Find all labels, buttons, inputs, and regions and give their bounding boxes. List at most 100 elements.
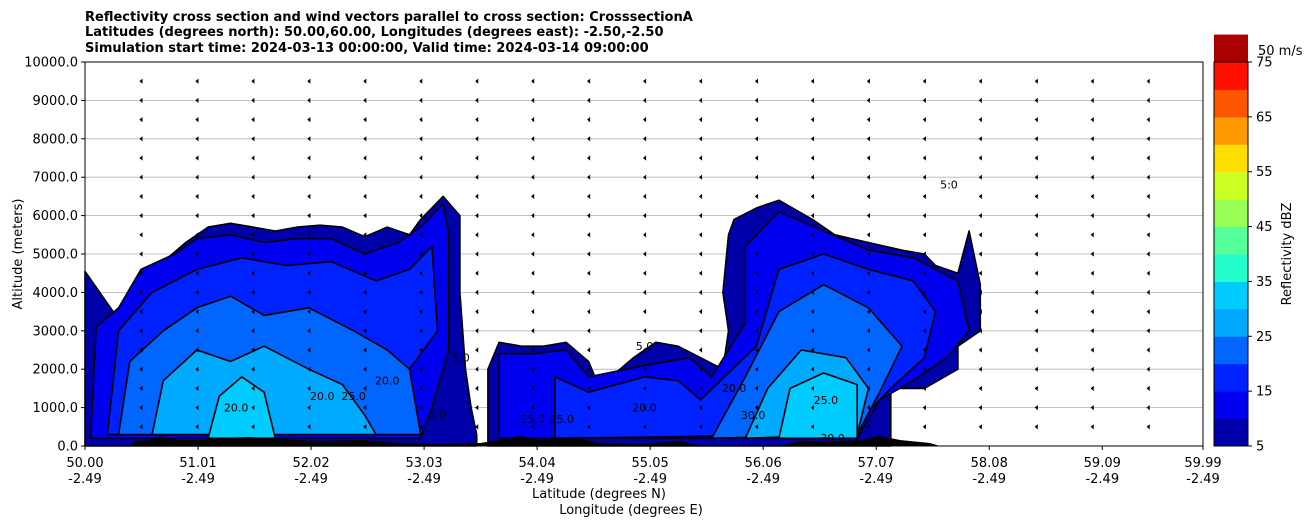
colorbar-segment bbox=[1214, 336, 1248, 365]
wind-vector bbox=[866, 405, 870, 411]
wind-vector bbox=[1090, 232, 1094, 238]
wind-vector bbox=[419, 155, 423, 161]
wind-vector bbox=[363, 174, 367, 180]
wind-vector bbox=[922, 97, 926, 103]
wind-vector bbox=[1034, 405, 1038, 411]
wind-vector bbox=[251, 424, 255, 430]
wind-vector bbox=[978, 289, 982, 295]
wind-vector bbox=[419, 174, 423, 180]
wind-vector bbox=[475, 289, 479, 295]
wind-vector bbox=[1034, 270, 1038, 276]
y-tick-label: 10000.0 bbox=[24, 56, 78, 71]
y-tick-label: 6000.0 bbox=[33, 209, 79, 224]
wind-vector bbox=[698, 155, 703, 161]
wind-vector bbox=[195, 117, 199, 123]
wind-vector bbox=[139, 97, 143, 103]
wind-vector bbox=[1034, 174, 1038, 180]
wind-vector bbox=[251, 155, 255, 161]
wind-vector bbox=[978, 385, 982, 391]
wind-vector bbox=[698, 251, 703, 257]
wind-vector bbox=[1034, 289, 1038, 295]
wind-vector bbox=[698, 136, 703, 142]
wind-vector bbox=[139, 136, 143, 142]
wind-vector bbox=[922, 213, 926, 219]
colorbar-segment bbox=[1214, 144, 1248, 173]
wind-vector bbox=[363, 97, 367, 103]
wind-vector bbox=[754, 270, 759, 276]
wind-vector bbox=[139, 174, 143, 180]
wind-vector bbox=[363, 405, 367, 411]
wind-vector bbox=[251, 385, 255, 391]
wind-vector bbox=[531, 328, 535, 334]
wind-vector bbox=[195, 174, 199, 180]
wind-vector bbox=[978, 366, 982, 372]
wind-vector bbox=[1034, 309, 1038, 315]
wind-vector bbox=[363, 328, 367, 334]
wind-vector bbox=[866, 97, 870, 103]
contour-label: 25.0 bbox=[814, 394, 839, 407]
wind-vector bbox=[531, 366, 535, 372]
wind-vector bbox=[139, 309, 143, 315]
wind-vector bbox=[195, 232, 199, 238]
x-tick-label-lat: 52.02 bbox=[292, 456, 329, 471]
wind-vector bbox=[1090, 366, 1094, 372]
wind-vector bbox=[307, 309, 311, 315]
wind-vector bbox=[419, 347, 423, 353]
wind-vector bbox=[307, 97, 311, 103]
contour-label: 30.0 bbox=[820, 432, 845, 445]
wind-vector bbox=[195, 213, 199, 219]
y-tick-label: 0.0 bbox=[57, 440, 78, 455]
wind-key-label: 50 m/s bbox=[1258, 44, 1303, 59]
wind-vector bbox=[475, 347, 479, 353]
colorbar-tick-label: 45 bbox=[1256, 220, 1273, 235]
wind-vector bbox=[139, 328, 143, 334]
colorbar-segment bbox=[1214, 171, 1248, 200]
wind-vector bbox=[363, 193, 367, 199]
wind-vector bbox=[307, 251, 311, 257]
plot-area: 5.0 5.0 5.0 5:0 20.0 20.0 25.0 20.0 25.0 25.0 20.0… bbox=[84, 61, 1204, 447]
wind-vector bbox=[139, 270, 143, 276]
wind-vector bbox=[643, 213, 647, 219]
wind-vector bbox=[587, 97, 591, 103]
wind-vector bbox=[307, 117, 311, 123]
x-tick-label-lon: -2.49 bbox=[68, 472, 102, 487]
wind-vector bbox=[922, 405, 926, 411]
wind-vector bbox=[810, 232, 814, 238]
reflectivity-region bbox=[778, 372, 859, 440]
contour-label: 30.0 bbox=[741, 409, 766, 422]
wind-vector bbox=[475, 366, 479, 372]
wind-vector bbox=[307, 289, 311, 295]
wind-vector bbox=[698, 78, 703, 84]
contour-label: 5:0 bbox=[940, 179, 958, 192]
contour-label: 5.0 bbox=[636, 340, 654, 353]
wind-vector bbox=[1146, 385, 1150, 391]
y-tick-label: 1000.0 bbox=[33, 401, 79, 416]
wind-vector bbox=[922, 385, 926, 391]
wind-vector bbox=[1146, 117, 1150, 123]
colorbar-segment bbox=[1214, 89, 1248, 118]
wind-vector bbox=[419, 78, 423, 84]
wind-vector bbox=[195, 385, 199, 391]
wind-vector bbox=[754, 366, 759, 372]
wind-vector bbox=[1090, 213, 1094, 219]
wind-vector bbox=[1146, 405, 1150, 411]
wind-vector bbox=[139, 251, 143, 257]
x-tick-label-lat: 58.08 bbox=[971, 456, 1008, 471]
wind-vector bbox=[307, 232, 311, 238]
wind-vector bbox=[866, 251, 870, 257]
wind-vector bbox=[139, 347, 143, 353]
wind-vector bbox=[1146, 424, 1150, 430]
contour-label: 20.0 bbox=[632, 401, 657, 414]
wind-vector bbox=[363, 385, 367, 391]
colorbar-segment bbox=[1214, 226, 1248, 255]
contour-label: 5.0 bbox=[452, 352, 470, 365]
contour-label: 5.0 bbox=[429, 409, 447, 422]
wind-vector bbox=[307, 385, 311, 391]
wind-vector bbox=[419, 251, 423, 257]
wind-vector bbox=[307, 136, 311, 142]
wind-vector bbox=[978, 136, 982, 142]
colorbar-tick-label: 5 bbox=[1256, 440, 1264, 455]
wind-vector bbox=[195, 78, 199, 84]
wind-vector bbox=[643, 289, 647, 295]
